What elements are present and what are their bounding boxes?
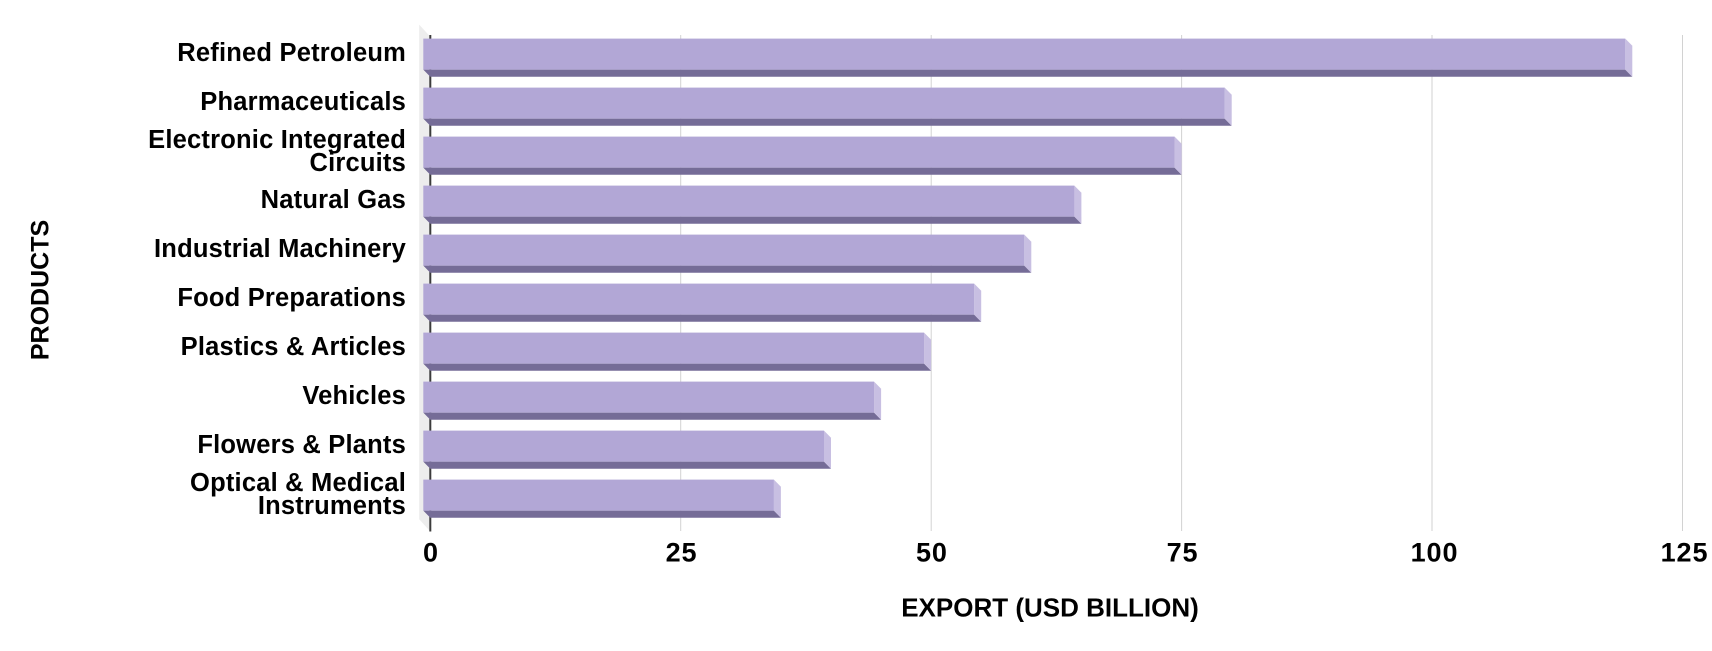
svg-text:Refined Petroleum: Refined Petroleum — [177, 39, 406, 67]
svg-text:25: 25 — [666, 538, 698, 568]
svg-text:Natural Gas: Natural Gas — [261, 186, 406, 214]
svg-text:75: 75 — [1167, 538, 1199, 568]
svg-text:Plastics & Articles: Plastics & Articles — [181, 333, 406, 361]
svg-text:Electronic Integrated: Electronic Integrated — [148, 126, 406, 154]
svg-text:0: 0 — [423, 538, 439, 568]
svg-text:PRODUCTS: PRODUCTS — [27, 220, 55, 360]
svg-text:Optical & Medical: Optical & Medical — [190, 469, 406, 497]
svg-text:EXPORT (USD BILLION): EXPORT (USD BILLION) — [901, 593, 1199, 623]
svg-text:Food Preparations: Food Preparations — [177, 284, 406, 312]
svg-text:125: 125 — [1661, 538, 1709, 568]
svg-text:Industrial Machinery: Industrial Machinery — [154, 235, 407, 263]
svg-text:Instruments: Instruments — [258, 492, 406, 520]
svg-text:Flowers & Plants: Flowers & Plants — [197, 431, 406, 459]
svg-text:50: 50 — [916, 538, 948, 568]
svg-text:Circuits: Circuits — [309, 149, 406, 177]
svg-text:Vehicles: Vehicles — [302, 382, 406, 410]
svg-text:100: 100 — [1411, 538, 1459, 568]
svg-text:Pharmaceuticals: Pharmaceuticals — [200, 88, 406, 116]
